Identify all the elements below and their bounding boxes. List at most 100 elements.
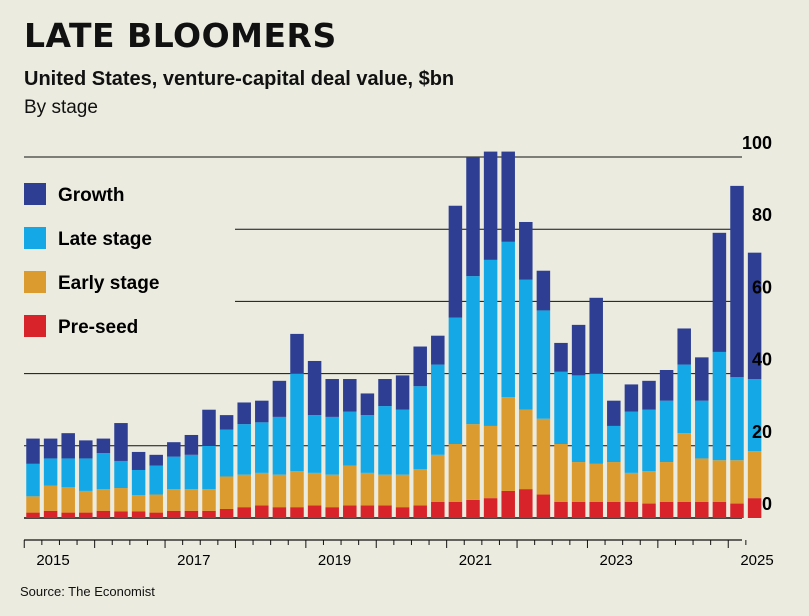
y-tick-label: 40	[752, 350, 772, 370]
bar-early-stage-9	[184, 489, 199, 511]
x-tick-label: 2023	[600, 552, 633, 569]
bar-pre-seed-8	[167, 510, 181, 518]
x-axis: 2015 2017 2019 2021 2023 2025	[23, 539, 774, 569]
bar-early-stage-15	[290, 471, 304, 508]
bar-growth-7	[149, 454, 163, 466]
bar-late-stage-24	[448, 317, 463, 444]
bar-pre-seed-24	[448, 501, 463, 518]
x-tick-label: 2025	[740, 552, 773, 569]
bar-pre-seed-22	[413, 505, 427, 518]
bar-early-stage-6	[131, 495, 146, 512]
bar-late-stage-1	[43, 458, 58, 486]
x-tick-label: 2019	[318, 552, 351, 569]
bar-pre-seed-35	[642, 503, 656, 518]
bar-growth-35	[642, 380, 656, 410]
bar-early-stage-12	[237, 474, 251, 508]
y-tick-label: 20	[752, 422, 772, 442]
bar-pre-seed-3	[79, 512, 93, 518]
bar-growth-40	[730, 185, 744, 378]
bar-pre-seed-27	[501, 490, 515, 518]
bar-growth-13	[255, 400, 269, 423]
bar-late-stage-30	[554, 371, 568, 444]
bar-late-stage-31	[571, 375, 586, 463]
bar-early-stage-1	[43, 485, 58, 511]
bar-pre-seed-11	[219, 508, 234, 518]
bar-late-stage-6	[131, 469, 146, 496]
bar-pre-seed-0	[26, 512, 40, 518]
bar-pre-seed-36	[659, 501, 674, 518]
bar-late-stage-23	[431, 364, 445, 455]
bar-early-stage-11	[219, 476, 234, 509]
bar-growth-37	[677, 328, 691, 365]
bar-growth-33	[607, 400, 621, 426]
bar-pre-seed-15	[290, 507, 304, 518]
bar-early-stage-18	[343, 465, 357, 506]
bar-growth-21	[395, 375, 410, 410]
x-tick-label: 2017	[177, 552, 210, 569]
bar-pre-seed-37	[677, 501, 691, 518]
bar-early-stage-17	[325, 474, 339, 508]
bar-late-stage-32	[589, 373, 603, 464]
bar-growth-12	[237, 402, 251, 425]
legend: Growth Late stage Early stage Pre-seed	[24, 183, 159, 338]
bar-growth-4	[96, 438, 111, 454]
bar-late-stage-22	[413, 386, 427, 470]
bar-late-stage-18	[343, 411, 357, 466]
y-tick-label: 0	[762, 494, 772, 514]
bar-early-stage-36	[659, 462, 674, 502]
bar-early-stage-16	[307, 472, 322, 506]
bar-growth-32	[589, 297, 603, 374]
bar-pre-seed-13	[255, 505, 269, 518]
bar-late-stage-11	[219, 429, 234, 477]
bar-growth-20	[378, 379, 392, 407]
chart-caption: By stage	[24, 97, 98, 118]
bar-late-stage-10	[202, 445, 216, 490]
y-axis-ticks: 0 20 40 60 80 100	[742, 133, 772, 514]
bar-early-stage-14	[272, 474, 287, 508]
bar-late-stage-33	[607, 425, 621, 463]
bar-early-stage-7	[149, 494, 163, 513]
legend-label-late: Late stage	[58, 229, 152, 250]
bar-growth-1	[43, 438, 58, 459]
bar-growth-30	[554, 342, 568, 372]
bar-early-stage-8	[167, 489, 181, 511]
bar-growth-17	[325, 379, 339, 417]
bar-pre-seed-29	[536, 494, 551, 518]
chart-subtitle: United States, venture-capital deal valu…	[24, 68, 455, 90]
bar-pre-seed-16	[307, 505, 322, 518]
bar-early-stage-22	[413, 469, 427, 506]
bar-late-stage-40	[730, 377, 744, 461]
bar-pre-seed-28	[519, 489, 533, 518]
bar-late-stage-13	[255, 422, 269, 473]
bar-late-stage-41	[747, 379, 762, 452]
bar-early-stage-31	[571, 462, 586, 502]
bar-early-stage-13	[255, 472, 269, 506]
bar-early-stage-25	[466, 424, 480, 500]
bar-growth-25	[466, 157, 480, 277]
legend-swatch-early	[24, 271, 46, 293]
bar-early-stage-27	[501, 397, 515, 491]
legend-swatch-late	[24, 227, 46, 249]
bar-late-stage-35	[642, 409, 656, 472]
bar-early-stage-39	[712, 460, 727, 502]
bar-growth-9	[184, 434, 199, 455]
bar-early-stage-19	[360, 472, 375, 506]
bars	[26, 151, 762, 518]
bar-early-stage-26	[483, 425, 498, 499]
bar-early-stage-34	[624, 472, 639, 502]
bar-growth-19	[360, 393, 375, 416]
bar-late-stage-21	[395, 409, 410, 475]
bar-late-stage-17	[325, 416, 339, 475]
bar-late-stage-5	[114, 460, 128, 489]
bar-late-stage-9	[184, 454, 199, 490]
x-tick-label: 2015	[36, 552, 69, 569]
legend-label-early: Early stage	[58, 273, 159, 294]
bar-pre-seed-5	[114, 511, 128, 518]
bar-early-stage-41	[747, 451, 762, 499]
bar-pre-seed-14	[272, 507, 287, 518]
bar-late-stage-4	[96, 453, 111, 490]
bar-growth-22	[413, 346, 427, 387]
bar-late-stage-26	[483, 259, 498, 426]
bar-late-stage-38	[695, 400, 709, 459]
chart-title: LATE BLOOMERS	[24, 16, 337, 55]
